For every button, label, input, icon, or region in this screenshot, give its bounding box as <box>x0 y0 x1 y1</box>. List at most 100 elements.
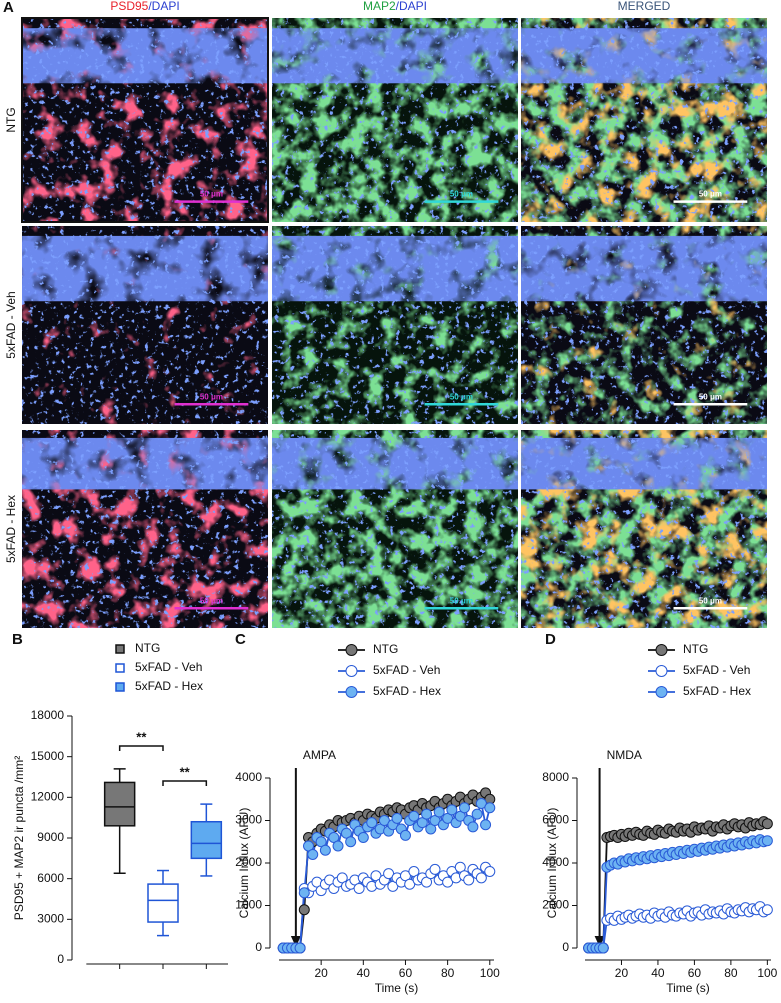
annotation: AMPA <box>303 748 336 762</box>
data-point <box>399 829 411 841</box>
scale-bar-label: 50 μm <box>200 190 223 199</box>
column-header: MERGED <box>618 0 671 13</box>
data-point <box>480 819 492 831</box>
y-axis-label: PSD95 + MAP2 ir puncta /mm² <box>12 756 26 920</box>
column-header: PSD95/DAPI <box>110 0 179 13</box>
scale-bar-label: 50 μm <box>450 190 473 199</box>
data-point <box>366 817 378 829</box>
data-point <box>484 802 496 814</box>
y-tick-label: 2000 <box>235 855 262 869</box>
micrograph: 50 μm <box>272 226 518 424</box>
dapi-nuclei <box>521 18 767 222</box>
x-tick-label: 100 <box>757 966 777 980</box>
data-point <box>294 942 306 954</box>
box <box>147 883 179 923</box>
x-tick-label: 40 <box>357 966 371 980</box>
y-tick-label: 0 <box>562 940 569 954</box>
dapi-nuclei <box>521 430 767 628</box>
micrograph: 50 μm <box>22 226 268 424</box>
y-tick-label: 4000 <box>235 770 262 784</box>
image-border <box>21 17 269 223</box>
legend-marker <box>655 686 668 698</box>
annotation-arrowhead <box>594 936 605 947</box>
panel-letter: C <box>235 631 246 648</box>
data-point <box>463 874 475 886</box>
dapi-nuclei <box>272 18 518 222</box>
legend-marker <box>115 682 125 692</box>
data-point <box>597 942 609 954</box>
y-tick-label: 6000 <box>542 813 569 827</box>
y-tick-label: 4000 <box>542 855 569 869</box>
y-axis-label: Calcium Influx (AFU) <box>545 808 559 919</box>
x-tick-label: 80 <box>724 966 738 980</box>
y-axis-label: Calcium Influx (AFU) <box>237 808 251 919</box>
micrograph: 50 μm <box>22 430 268 628</box>
column-header: MAP2/DAPI <box>363 0 427 13</box>
y-tick-label: 12000 <box>31 790 65 804</box>
y-tick-label: 3000 <box>37 912 64 926</box>
data-point <box>391 812 403 824</box>
x-tick-label: 40 <box>651 966 665 980</box>
scale-bar-label: 50 μm <box>699 392 722 401</box>
annotation: NMDA <box>607 748 642 762</box>
dapi-nuclei <box>272 226 518 424</box>
data-point <box>298 904 310 916</box>
data-point <box>471 808 483 820</box>
micrograph: 50 μm <box>521 430 767 628</box>
data-point <box>761 835 773 847</box>
data-point <box>761 818 773 830</box>
y-tick-label: 6000 <box>37 871 64 885</box>
legend-label: 5xFAD - Hex <box>373 684 441 698</box>
x-axis-label: Time (s) <box>375 981 419 995</box>
box <box>103 781 136 827</box>
data-point <box>761 904 773 916</box>
legend-label: 5xFAD - Hex <box>135 679 203 693</box>
x-tick-label: 60 <box>399 966 413 980</box>
micrograph: 50 μm <box>521 226 767 424</box>
data-point <box>429 863 441 875</box>
scale-bar-label: 50 μm <box>450 392 473 401</box>
y-tick-label: 18000 <box>31 708 65 722</box>
data-point <box>433 806 445 818</box>
data-point <box>298 887 310 899</box>
y-tick-label: 2000 <box>542 898 569 912</box>
significance-label: ** <box>180 764 191 779</box>
legend-label: 5xFAD - Veh <box>373 663 440 677</box>
y-tick-label: 0 <box>57 952 64 966</box>
micrograph: 50 μm <box>521 18 767 222</box>
row-label: 5xFAD - Veh <box>4 291 18 358</box>
x-tick-label: 20 <box>615 966 629 980</box>
legend-label: NTG <box>135 641 160 655</box>
column-header-part: MAP2 <box>363 0 396 13</box>
scale-bar-label: 50 μm <box>699 190 722 199</box>
micrograph: 50 μm <box>21 17 269 223</box>
data-point <box>484 866 496 877</box>
y-tick-label: 0 <box>255 940 262 954</box>
y-tick-label: 9000 <box>37 830 64 844</box>
x-tick-label: 60 <box>688 966 702 980</box>
data-point <box>345 836 357 848</box>
data-point <box>467 821 479 833</box>
data-point <box>332 840 344 852</box>
legend-label: NTG <box>683 642 708 656</box>
x-tick-label: 20 <box>314 966 328 980</box>
significance-label: ** <box>136 729 147 744</box>
dapi-nuclei <box>272 430 518 628</box>
column-header-part: PSD95 <box>110 0 148 13</box>
dapi-nuclei <box>521 226 767 424</box>
dapi-nuclei <box>22 18 268 222</box>
column-header-part: /DAPI <box>396 0 427 13</box>
legend-marker <box>345 644 358 656</box>
column-header-part: MERGED <box>618 0 671 13</box>
row-label: 5xFAD - Hex <box>4 495 18 563</box>
scale-bar-label: 50 μm <box>200 392 223 401</box>
column-header-part: /DAPI <box>148 0 179 13</box>
y-tick-label: 8000 <box>542 770 569 784</box>
data-point <box>307 849 319 860</box>
panel-letter: B <box>12 631 23 648</box>
data-point <box>357 832 369 843</box>
micrograph: 50 μm <box>272 430 518 628</box>
data-point <box>319 844 331 856</box>
dapi-nuclei <box>22 430 268 628</box>
